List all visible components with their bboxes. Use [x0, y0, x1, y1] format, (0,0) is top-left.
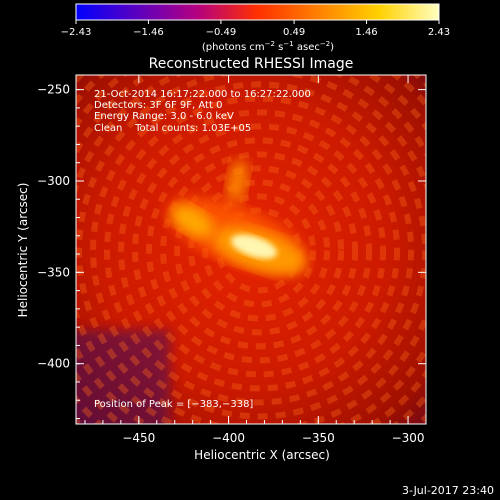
ripple-ring — [76, 75, 426, 424]
ripple-ring — [146, 137, 373, 364]
time-range-label: 21-Oct-2014 16:17:22.000 to 16:27:22.000 — [94, 89, 311, 100]
colorbar — [75, 3, 440, 21]
flare-source-core — [230, 234, 278, 259]
detectors-label: Detectors: 3F 6F 9F, Att 0 — [94, 100, 222, 111]
y-axis-label: Heliocentric Y (arcsec) — [16, 183, 30, 318]
image-plot — [76, 75, 426, 424]
colorbar-tick-label: 2.43 — [428, 27, 450, 38]
x-tick-label: −450 — [122, 431, 155, 445]
colorbar-tick-label: 1.46 — [355, 27, 377, 38]
y-tick-label: −350 — [37, 265, 70, 279]
ripple-ring — [104, 95, 415, 406]
colorbar-tick-label: 0.49 — [283, 27, 305, 38]
peak-position-label: Position of Peak = [−383,−338] — [94, 399, 253, 410]
x-axis-label: Heliocentric X (arcsec) — [194, 448, 330, 462]
flare-sources — [167, 159, 308, 275]
x-axis: −450 −400 −350 −300 — [84, 75, 427, 445]
date-stamp: 3-Jul-2017 23:40 — [402, 484, 494, 497]
x-tick-label: −350 — [302, 431, 335, 445]
colorbar-tick-label: −1.46 — [133, 27, 164, 38]
y-tick-label: −400 — [37, 357, 70, 371]
clean-counts-label: Clean Total counts: 1.03E+05 — [94, 123, 251, 134]
colorbar-tick-label: −0.49 — [206, 27, 237, 38]
y-axis: −400 −350 −300 −250 — [37, 83, 426, 420]
y-tick-label: −250 — [37, 83, 70, 97]
ripple-ring — [174, 165, 345, 336]
lower-left-dark-region — [76, 330, 170, 424]
ripple-ring — [216, 207, 303, 294]
ripple-ring — [90, 81, 426, 420]
plot-frame — [75, 74, 427, 425]
ripple-ring — [132, 123, 387, 378]
flare-source-loop — [226, 159, 249, 203]
chart-title: Reconstructed RHESSI Image — [149, 56, 354, 72]
observation-info: 21-Oct-2014 16:17:22.000 to 16:27:22.000… — [94, 89, 311, 134]
energy-range-label: Energy Range: 3.0 - 6.0 keV — [94, 111, 234, 122]
colorbar-ticks: −2.43 −1.46 −0.49 0.49 1.46 2.43 — [61, 20, 450, 38]
colorbar-unit: (photons cm−2 s−1 asec−2) — [202, 40, 334, 53]
x-tick-label: −400 — [212, 431, 245, 445]
y-tick-label: −300 — [37, 174, 70, 188]
ripple-ring — [160, 151, 359, 350]
colorbar-tick-label: −2.43 — [61, 27, 92, 38]
ripple-ring — [118, 109, 401, 392]
x-tick-label: −300 — [392, 431, 425, 445]
flare-source-secondary — [171, 204, 214, 238]
